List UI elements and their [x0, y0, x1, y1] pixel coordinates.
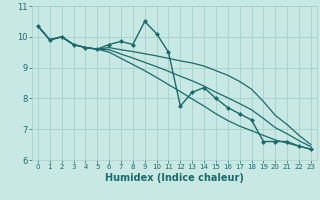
X-axis label: Humidex (Indice chaleur): Humidex (Indice chaleur) — [105, 173, 244, 183]
